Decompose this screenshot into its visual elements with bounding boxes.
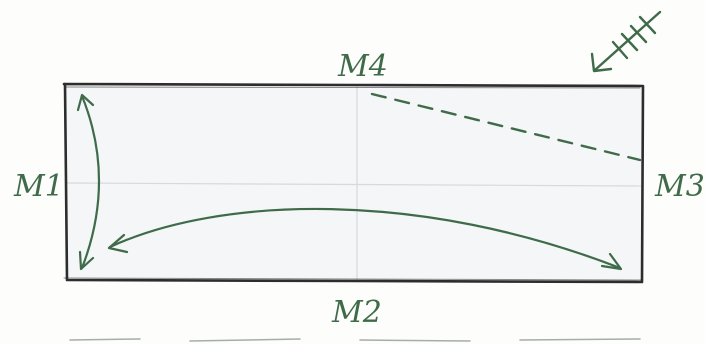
left-arrow-head-bottom — [78, 250, 95, 271]
bottom-curved-arrow — [108, 207, 622, 270]
label-m1: M1 — [13, 169, 64, 204]
room-outline — [62, 82, 645, 284]
dashed-diagonal-line — [370, 92, 642, 162]
left-curved-arrow — [80, 94, 101, 270]
wind-arrow-icon — [590, 10, 662, 73]
bottom-arrow-head-left — [107, 233, 129, 254]
label-m3: M3 — [654, 169, 705, 204]
bottom-arrow-head-right — [600, 252, 623, 271]
horizontal-guide-line — [66, 182, 642, 187]
left-arrow-head-top — [76, 93, 95, 112]
room-outline-overstroke — [63, 86, 642, 281]
label-m4: M4 — [337, 49, 388, 84]
label-m2: M2 — [331, 295, 382, 330]
cropped-scribble-bottom — [69, 338, 641, 342]
